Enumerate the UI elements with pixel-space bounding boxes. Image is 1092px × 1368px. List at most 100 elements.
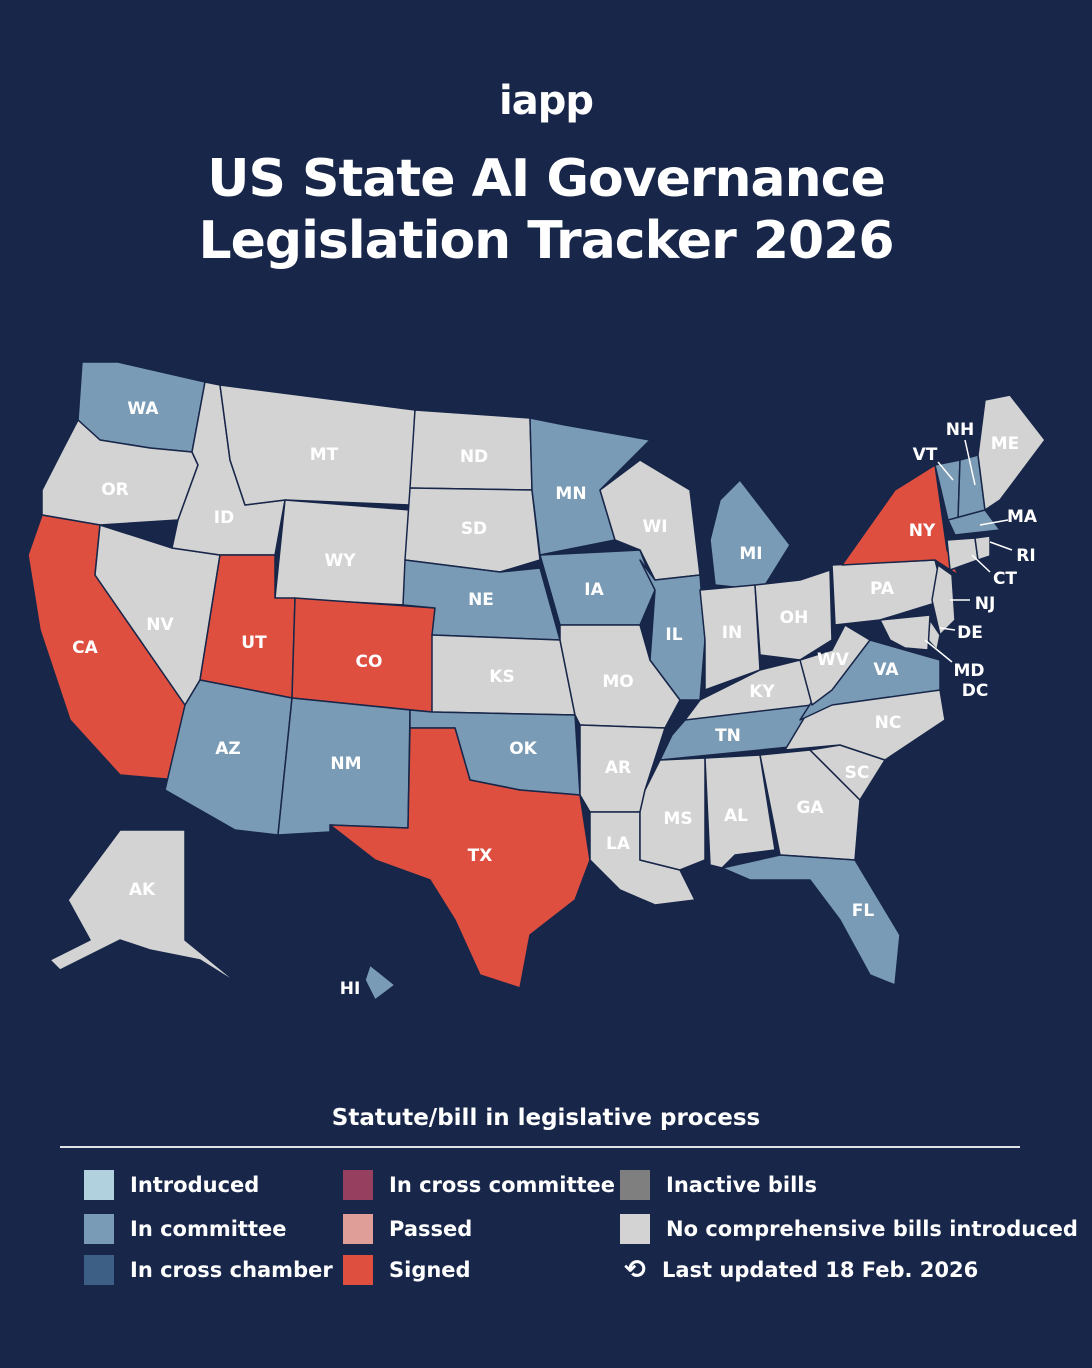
state-label-pa: PA bbox=[870, 579, 895, 599]
legend-swatch bbox=[343, 1170, 373, 1200]
state-label-ri: RI bbox=[1016, 546, 1035, 566]
state-label-ma: MA bbox=[1007, 507, 1038, 527]
state-label-de: DE bbox=[957, 623, 983, 643]
state-label-oh: OH bbox=[780, 608, 809, 628]
state-ny bbox=[841, 464, 959, 576]
legend-swatch bbox=[84, 1255, 114, 1285]
state-hi bbox=[364, 964, 396, 1001]
page-title: US State AI Governance Legislation Track… bbox=[0, 148, 1092, 272]
state-label-sc: SC bbox=[845, 763, 870, 783]
state-label-nm: NM bbox=[330, 754, 361, 774]
state-label-ar: AR bbox=[605, 758, 631, 778]
state-label-la: LA bbox=[606, 834, 631, 854]
legend-item-in-cross-chamber: In cross chamber bbox=[84, 1255, 333, 1285]
state-label-ak: AK bbox=[129, 880, 156, 900]
legend-divider bbox=[60, 1146, 1020, 1148]
label-leader-line bbox=[979, 519, 1009, 526]
state-label-ia: IA bbox=[584, 580, 604, 600]
state-label-wa: WA bbox=[127, 399, 159, 419]
legend-label: In committee bbox=[130, 1217, 287, 1241]
state-label-ct: CT bbox=[993, 569, 1017, 589]
state-label-nh: NH bbox=[946, 420, 974, 440]
state-label-nv: NV bbox=[146, 615, 174, 635]
legend-swatch bbox=[620, 1170, 650, 1200]
state-wv bbox=[799, 624, 871, 706]
legend-label: Passed bbox=[389, 1217, 473, 1241]
state-label-mi: MI bbox=[739, 544, 762, 564]
state-label-sd: SD bbox=[461, 519, 487, 539]
state-label-mo: MO bbox=[602, 672, 633, 692]
legend-item-no-bills: No comprehensive bills introduced bbox=[620, 1214, 1078, 1244]
state-label-co: CO bbox=[356, 652, 383, 672]
state-label-vt: VT bbox=[913, 445, 938, 465]
legend-label: No comprehensive bills introduced bbox=[666, 1217, 1078, 1241]
legend-swatch bbox=[84, 1170, 114, 1200]
state-label-me: ME bbox=[991, 434, 1020, 454]
legend-item-introduced: Introduced bbox=[84, 1170, 259, 1200]
label-leader-line bbox=[939, 627, 956, 631]
legend-label: In cross chamber bbox=[130, 1258, 333, 1282]
label-leader-line bbox=[989, 541, 1013, 551]
state-label-ky: KY bbox=[749, 682, 775, 702]
state-fl bbox=[721, 854, 901, 986]
state-label-al: AL bbox=[724, 806, 748, 826]
state-label-va: VA bbox=[873, 660, 899, 680]
legend-label: Inactive bills bbox=[666, 1173, 817, 1197]
state-label-tn: TN bbox=[715, 726, 741, 746]
state-md bbox=[879, 614, 931, 651]
state-label-wv: WV bbox=[817, 650, 850, 670]
state-label-tx: TX bbox=[468, 846, 493, 866]
label-leader-line bbox=[971, 554, 991, 573]
legend-item-in-committee: In committee bbox=[84, 1214, 286, 1244]
legend-swatch bbox=[343, 1255, 373, 1285]
state-label-mn: MN bbox=[555, 484, 586, 504]
state-label-ga: GA bbox=[796, 798, 824, 818]
legend-title: Statute/bill in legislative process bbox=[331, 1105, 761, 1131]
legend-item-passed: Passed bbox=[343, 1214, 472, 1244]
state-ak bbox=[49, 829, 241, 986]
state-label-il: IL bbox=[665, 625, 682, 645]
state-label-wi: WI bbox=[642, 517, 667, 537]
legend-item-in-cross-committee: In cross committee bbox=[343, 1170, 615, 1200]
legend-label: Signed bbox=[389, 1258, 471, 1282]
state-ri bbox=[974, 535, 991, 561]
state-label-ms: MS bbox=[663, 809, 692, 829]
state-label-ks: KS bbox=[489, 667, 514, 687]
label-leader-line bbox=[924, 639, 953, 663]
title-line-2: Legislation Tracker 2026 bbox=[198, 211, 894, 271]
state-nj bbox=[931, 564, 956, 636]
legend-swatch bbox=[343, 1214, 373, 1244]
state-label-id: ID bbox=[214, 508, 234, 528]
state-tx bbox=[329, 727, 591, 989]
state-label-fl: FL bbox=[852, 901, 875, 921]
state-label-wy: WY bbox=[324, 551, 356, 571]
iapp-logo: iapp bbox=[499, 78, 594, 124]
legend-item-signed: Signed bbox=[343, 1255, 471, 1285]
legend-item-inactive: Inactive bills bbox=[620, 1170, 817, 1200]
legend-label: In cross committee bbox=[389, 1173, 616, 1197]
state-label-az: AZ bbox=[215, 739, 240, 759]
label-leader-line bbox=[964, 439, 976, 486]
state-ia bbox=[539, 549, 656, 626]
label-leader-line bbox=[937, 461, 954, 481]
last-updated-text: Last updated 18 Feb. 2026 bbox=[662, 1258, 979, 1282]
state-in bbox=[699, 584, 761, 691]
refresh-icon: ⟲ bbox=[624, 1255, 646, 1285]
state-label-nj: NJ bbox=[975, 594, 996, 614]
state-label-ny: NY bbox=[909, 521, 936, 541]
state-label-md: MD bbox=[953, 661, 984, 681]
state-label-mt: MT bbox=[310, 445, 339, 465]
legend-swatch bbox=[84, 1214, 114, 1244]
state-ga bbox=[759, 749, 861, 861]
state-ms bbox=[639, 757, 706, 871]
state-label-dc: DC bbox=[962, 681, 989, 701]
state-label-nd: ND bbox=[460, 447, 488, 467]
state-label-nc: NC bbox=[875, 713, 902, 733]
state-label-in: IN bbox=[722, 623, 743, 643]
state-ma bbox=[947, 509, 1001, 536]
state-label-ne: NE bbox=[468, 590, 494, 610]
state-mi bbox=[709, 479, 791, 591]
state-label-hi: HI bbox=[340, 979, 361, 999]
